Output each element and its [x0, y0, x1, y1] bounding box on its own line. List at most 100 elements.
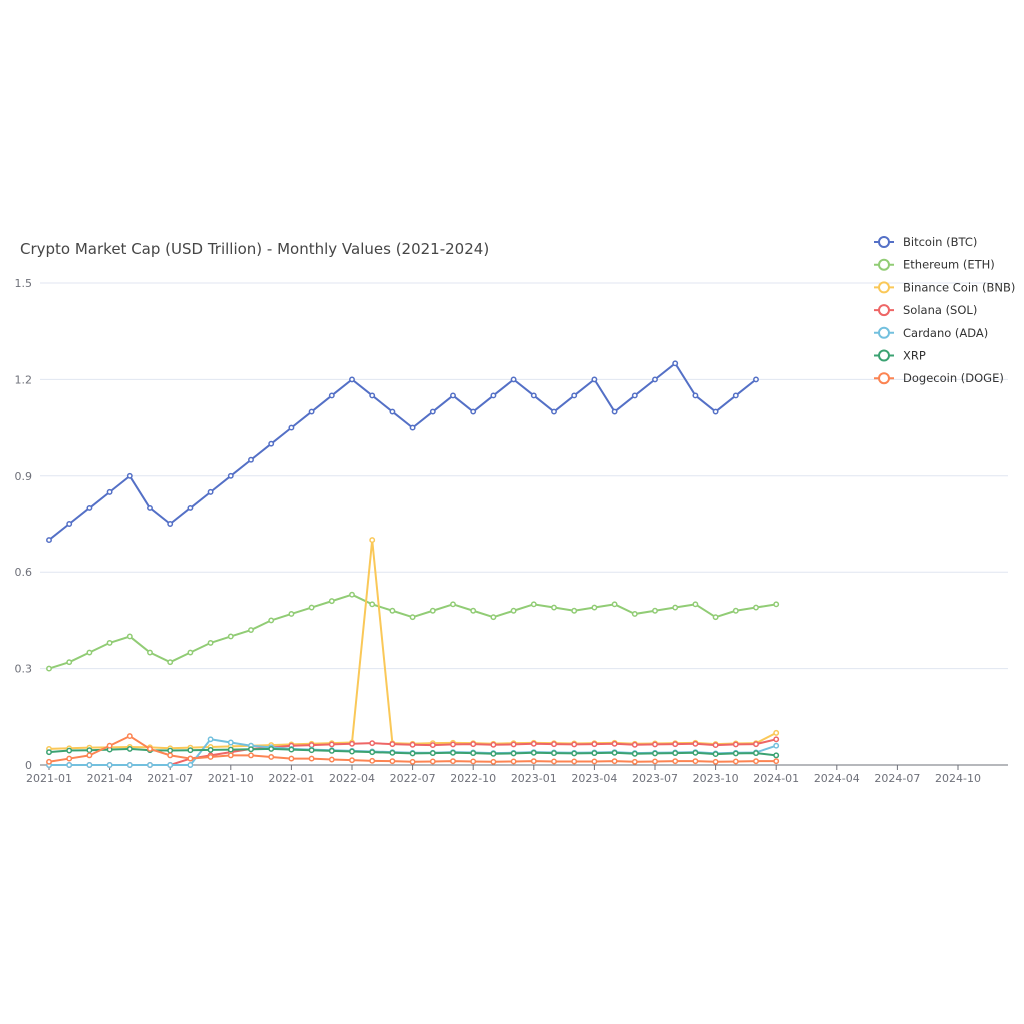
legend-item[interactable]: XRP [874, 349, 926, 363]
data-point [268, 754, 275, 760]
data-point [106, 488, 113, 495]
data-point [46, 749, 52, 756]
data-point [349, 376, 355, 383]
data-point [106, 639, 113, 646]
data-point [490, 750, 497, 757]
data-point [207, 736, 214, 743]
data-point [248, 746, 254, 753]
data-point [510, 741, 517, 748]
data-point [712, 751, 719, 758]
data-point [308, 755, 315, 762]
data-point [86, 747, 93, 754]
data-point [551, 750, 557, 757]
data-point [106, 742, 113, 749]
x-tick-label: 2024-07 [874, 772, 920, 785]
data-point [530, 601, 537, 608]
data-point [308, 742, 315, 749]
data-point [490, 614, 497, 621]
data-point [692, 758, 699, 765]
x-tick-label: 2023-07 [632, 772, 678, 785]
data-point [753, 376, 759, 383]
data-point [773, 736, 780, 743]
data-point [773, 758, 780, 765]
x-tick-label: 2022-07 [390, 772, 436, 785]
y-tick-label: 1.2 [15, 373, 33, 386]
data-point [712, 614, 719, 621]
series-6 [46, 733, 780, 765]
data-point [328, 747, 335, 754]
data-point [450, 741, 456, 748]
data-point [227, 746, 234, 753]
legend-label: Cardano (ADA) [903, 326, 988, 340]
data-point [732, 750, 739, 757]
data-point [308, 747, 315, 754]
data-point [551, 741, 557, 748]
data-point [227, 633, 234, 640]
y-tick-label: 0.9 [15, 470, 33, 483]
y-tick-label: 0.3 [15, 663, 33, 676]
data-point [753, 750, 759, 757]
data-point [712, 742, 719, 749]
data-point [369, 537, 376, 544]
data-point [712, 408, 719, 415]
legend-marker-icon [878, 372, 890, 385]
data-point [207, 746, 214, 753]
data-point [86, 752, 93, 759]
data-point [349, 591, 355, 598]
data-point [288, 611, 295, 617]
data-point [409, 741, 416, 748]
x-tick-label: 2022-01 [268, 772, 314, 785]
data-point [126, 733, 133, 740]
data-point [147, 504, 153, 511]
data-point [692, 601, 699, 608]
data-point [187, 649, 194, 656]
data-point [672, 758, 679, 765]
legend-label: XRP [903, 349, 926, 363]
data-point [288, 424, 295, 431]
legend-marker-icon [878, 326, 890, 339]
data-point [126, 633, 133, 640]
data-point [652, 741, 658, 748]
data-point [530, 740, 537, 747]
legend-label: Ethereum (ETH) [903, 258, 995, 272]
data-point [652, 607, 658, 614]
legend-item[interactable]: Ethereum (ETH) [874, 258, 995, 272]
data-point [470, 408, 477, 415]
legend-item[interactable]: Bitcoin (BTC) [874, 235, 977, 249]
data-point [652, 376, 658, 383]
data-point [450, 758, 456, 765]
data-point [66, 659, 73, 666]
data-point [571, 741, 578, 748]
data-point [429, 750, 436, 757]
data-point [187, 504, 194, 511]
data-point [268, 745, 275, 752]
legend-item[interactable]: Cardano (ADA) [874, 326, 988, 340]
data-point [773, 601, 780, 608]
x-tick-label: 2024-04 [814, 772, 860, 785]
data-point [692, 740, 699, 747]
data-point [349, 757, 355, 764]
data-point [571, 392, 578, 399]
legend-item[interactable]: Solana (SOL) [874, 303, 977, 317]
x-tick-label: 2021-07 [147, 772, 193, 785]
y-tick-label: 0 [25, 759, 32, 772]
data-point [46, 758, 52, 765]
data-point [530, 392, 537, 399]
data-point [207, 754, 214, 760]
legend-item[interactable]: Dogecoin (DOGE) [874, 371, 1004, 385]
series-2 [46, 537, 780, 752]
legend-item[interactable]: Binance Coin (BNB) [874, 280, 1015, 294]
data-point [551, 604, 557, 611]
data-point [732, 758, 739, 765]
data-point [773, 742, 780, 749]
data-point [631, 750, 638, 757]
data-point [328, 756, 335, 763]
data-point [510, 758, 517, 765]
data-point [773, 752, 780, 759]
y-tick-label: 0.6 [15, 566, 33, 579]
data-point [753, 758, 759, 765]
data-point [409, 614, 416, 621]
data-point [429, 758, 436, 765]
data-point [369, 749, 376, 756]
data-point [672, 741, 679, 748]
